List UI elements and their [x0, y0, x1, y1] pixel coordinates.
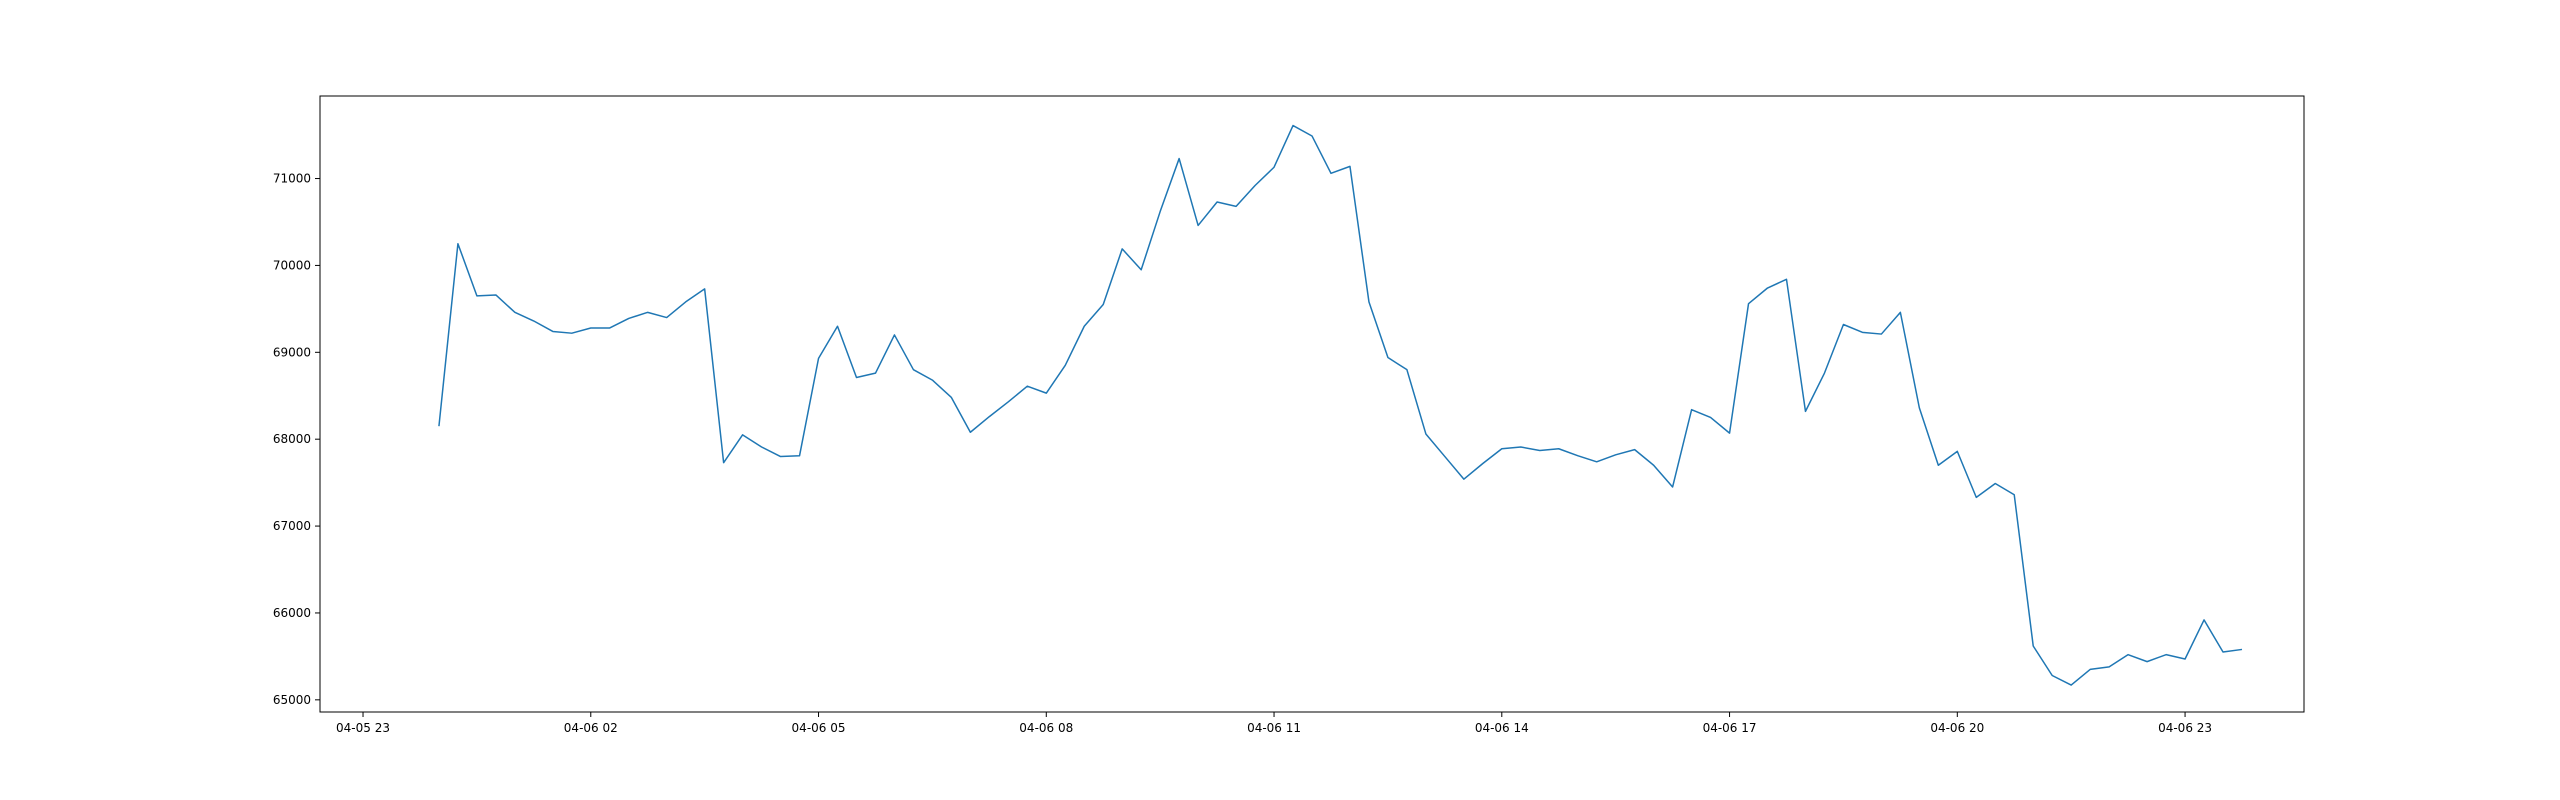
y-tick-label: 71000: [273, 172, 311, 186]
y-tick-label: 68000: [273, 432, 311, 446]
y-axis: 65000 66000 67000 68000 69000 70000 71000: [273, 172, 320, 707]
y-tick-label: 67000: [273, 519, 311, 533]
series-line: [438, 124, 2243, 686]
y-tick-label: 70000: [273, 258, 311, 272]
x-tick-label: 04-06 05: [792, 721, 846, 735]
x-tick-label: 04-06 23: [2158, 721, 2212, 735]
y-tick-label: 66000: [273, 606, 311, 620]
x-tick-label: 04-06 20: [1930, 721, 1984, 735]
x-tick-label: 04-06 11: [1247, 721, 1301, 735]
x-tick-label: 04-06 08: [1019, 721, 1073, 735]
y-tick-label: 65000: [273, 693, 311, 707]
x-tick-label: 04-06 17: [1703, 721, 1757, 735]
x-tick-label: 04-05 23: [336, 721, 390, 735]
x-tick-label: 04-06 14: [1475, 721, 1529, 735]
x-tick-label: 04-06 02: [564, 721, 618, 735]
y-tick-label: 69000: [273, 345, 311, 359]
plot-frame: [319, 95, 2305, 713]
x-axis: 04-05 23 04-06 02 04-06 05 04-06 08 04-06 11…: [336, 712, 2212, 735]
